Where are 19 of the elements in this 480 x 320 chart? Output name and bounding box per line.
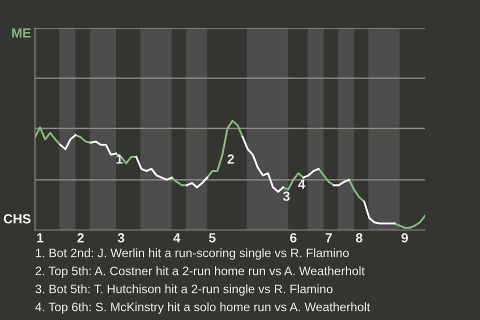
x-tick-label: 7 bbox=[326, 233, 332, 242]
text: 4. Top 6th: S. McKinstry hit a solo home run vs A. Weatherholt bbox=[35, 302, 370, 314]
x-tick-label: 3 bbox=[118, 233, 124, 242]
x-tick-label: 9 bbox=[402, 233, 408, 242]
x-tick-label: 6 bbox=[290, 233, 297, 242]
x-tick-label: 5 bbox=[209, 233, 216, 242]
text: 1. Bot 2nd: J. Werlin hit a run-scoring single vs R. Flamino bbox=[36, 248, 349, 260]
x-tick-label: 8 bbox=[356, 233, 362, 242]
x-tick-label: 4 bbox=[173, 233, 180, 242]
text: 2. Top 5th: A. Costner hit a 2-run home run vs A. Weatherholt bbox=[36, 266, 365, 278]
annotation: 1 bbox=[116, 154, 123, 164]
text: 3. Bot 5th: T. Hutchison hit a 2-run single vs R. Flamino bbox=[35, 284, 332, 296]
annotation: 4 bbox=[298, 180, 306, 189]
text: CHS bbox=[4, 214, 31, 224]
x-tick-label: 2 bbox=[77, 233, 84, 242]
x-tick-label: 1 bbox=[37, 233, 44, 242]
annotation: 2 bbox=[228, 154, 234, 164]
annotation: 3 bbox=[283, 192, 290, 201]
text: ME bbox=[12, 28, 31, 38]
